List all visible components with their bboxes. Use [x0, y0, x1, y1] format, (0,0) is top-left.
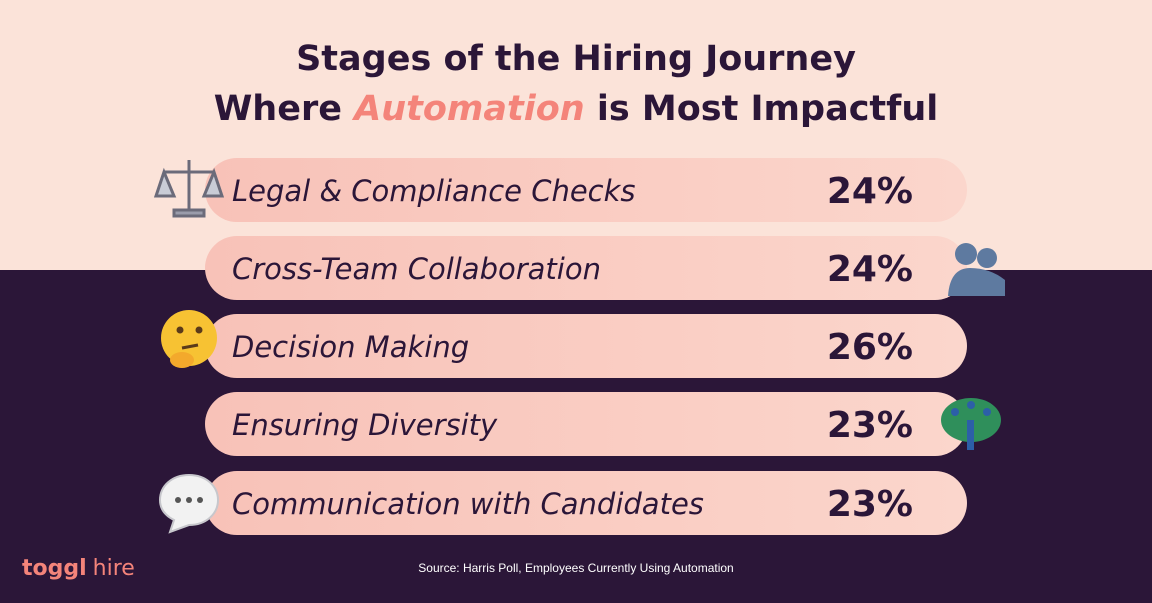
- item-value: 26%: [827, 327, 913, 368]
- item-label: Ensuring Diversity: [232, 408, 498, 442]
- item-label: Communication with Candidates: [232, 487, 704, 521]
- title-part: is Most Impactful: [585, 89, 939, 129]
- brand-bold: toggl: [22, 556, 87, 581]
- item-value: 23%: [827, 405, 913, 446]
- item-label: Cross-Team Collaboration: [232, 252, 601, 286]
- item-label: Decision Making: [232, 330, 469, 364]
- background-top: [0, 0, 1152, 270]
- item-value: 23%: [827, 484, 913, 525]
- peacock-icon: [941, 398, 1001, 450]
- title-part: Where: [214, 89, 354, 129]
- pill: [205, 392, 967, 456]
- title-line: Where Automation is Most Impactful: [214, 89, 939, 129]
- people-icon: [948, 243, 1005, 296]
- title-accent: Automation: [351, 89, 585, 129]
- brand-light: hire: [93, 556, 135, 581]
- brand: toggl hire: [22, 556, 135, 581]
- speech-bubble-icon: [158, 473, 220, 534]
- scales-icon: [153, 160, 225, 218]
- thinking-face-icon: [161, 310, 217, 368]
- item-value: 24%: [827, 171, 913, 212]
- pill: [205, 158, 967, 222]
- pill: [205, 471, 967, 535]
- item-label: Legal & Compliance Checks: [232, 174, 636, 208]
- rows: Legal & Compliance Checks 24% Cross-Team C…: [205, 158, 967, 535]
- title-line: Stages of the Hiring Journey: [296, 39, 856, 79]
- item-value: 24%: [827, 249, 913, 290]
- source: Source: Harris Poll, Employees Currently…: [418, 561, 733, 575]
- pill: [205, 236, 967, 300]
- pill: [205, 314, 967, 378]
